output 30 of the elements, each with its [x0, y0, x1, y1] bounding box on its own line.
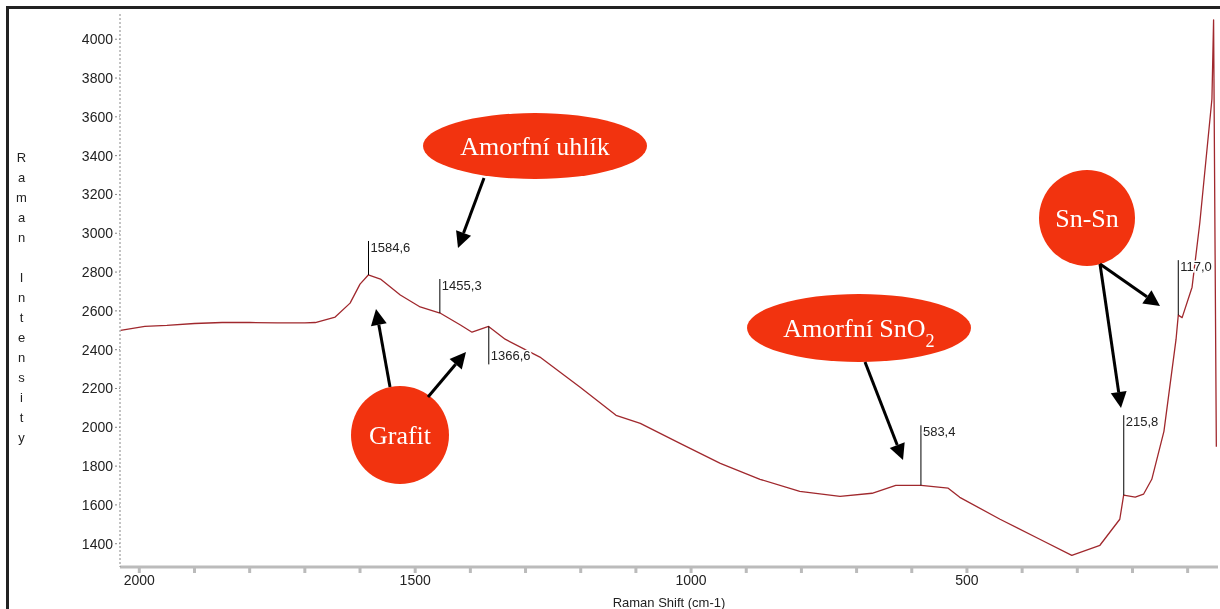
annotation: 1366,6	[490, 348, 531, 364]
y-tick-label: 4000	[81, 31, 114, 48]
annotation: 1455,3	[441, 278, 482, 294]
y-tick-label: 3000	[81, 225, 114, 242]
y-tick-label: 2800	[81, 264, 114, 281]
x-tick-label: 2000	[123, 571, 156, 588]
y-tick-label: 3800	[81, 70, 114, 86]
y-tick-label: 3400	[81, 147, 114, 164]
x-tick-label: 1500	[399, 571, 431, 588]
y-tick-label: 1600	[81, 496, 114, 513]
annotation: 1584,6	[370, 239, 411, 255]
y-tick-label: 2400	[81, 341, 114, 358]
x-tick-label: 500	[955, 571, 979, 588]
x-axis-title: Raman Shift (cm-1)	[612, 595, 726, 609]
y-tick-label: 2200	[81, 380, 114, 397]
y-tick-label: 2000	[81, 419, 114, 436]
y-axis-title: Raman Intensity	[14, 150, 29, 450]
x-tick-label: 1000	[675, 571, 707, 588]
annotation: Sn-Sn	[1055, 204, 1119, 233]
annotation: 583,4	[922, 424, 956, 440]
y-tick-label: 2600	[81, 302, 114, 319]
annotation: 215,8	[1125, 414, 1159, 430]
annotation: Amorfní SnO$_{2}$	[783, 314, 935, 351]
y-tick-label: 1800	[81, 458, 114, 475]
y-tick-label: 3200	[81, 186, 114, 203]
line-series	[120, 19, 1217, 557]
annotation: Grafit	[368, 421, 432, 450]
y-tick-label: 3600	[81, 108, 114, 125]
annotation: Amorfní uhlík	[460, 132, 610, 161]
y-tick-label: 1400	[81, 535, 114, 552]
